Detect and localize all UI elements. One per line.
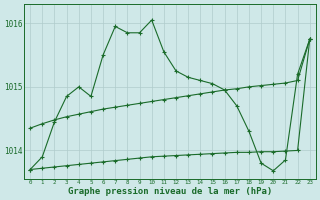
- X-axis label: Graphe pression niveau de la mer (hPa): Graphe pression niveau de la mer (hPa): [68, 187, 272, 196]
